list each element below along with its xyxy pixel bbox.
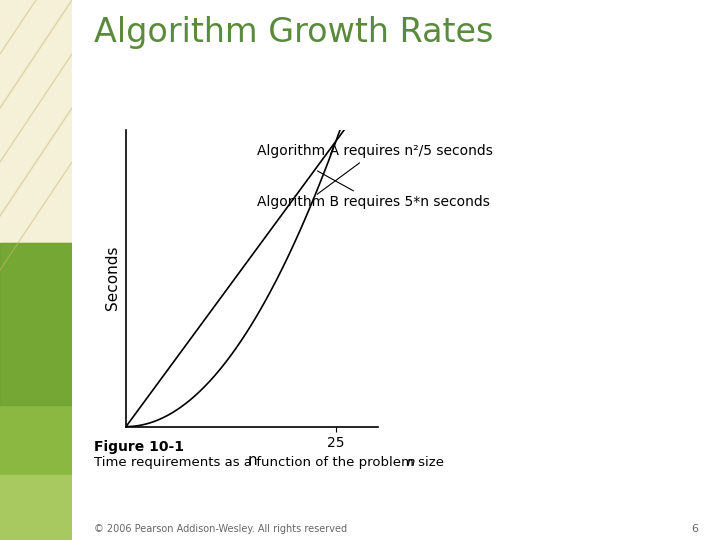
Text: n: n — [407, 456, 415, 469]
Text: © 2006 Pearson Addison-Wesley. All rights reserved: © 2006 Pearson Addison-Wesley. All right… — [94, 524, 347, 534]
Bar — [0, 243, 72, 540]
Text: Algorithm A requires n²/5 seconds: Algorithm A requires n²/5 seconds — [257, 145, 493, 194]
Text: Figure 10-1: Figure 10-1 — [94, 440, 184, 454]
Bar — [0, 0, 72, 243]
Text: Algorithm Growth Rates: Algorithm Growth Rates — [94, 16, 493, 49]
Bar — [0, 243, 72, 405]
Text: Algorithm B requires 5*n seconds: Algorithm B requires 5*n seconds — [257, 171, 490, 209]
Y-axis label: Seconds: Seconds — [105, 246, 120, 310]
Text: 6: 6 — [691, 524, 698, 534]
Bar — [0, 475, 72, 540]
Text: Time requirements as a function of the problem size: Time requirements as a function of the p… — [94, 456, 448, 469]
X-axis label: n: n — [247, 453, 257, 468]
